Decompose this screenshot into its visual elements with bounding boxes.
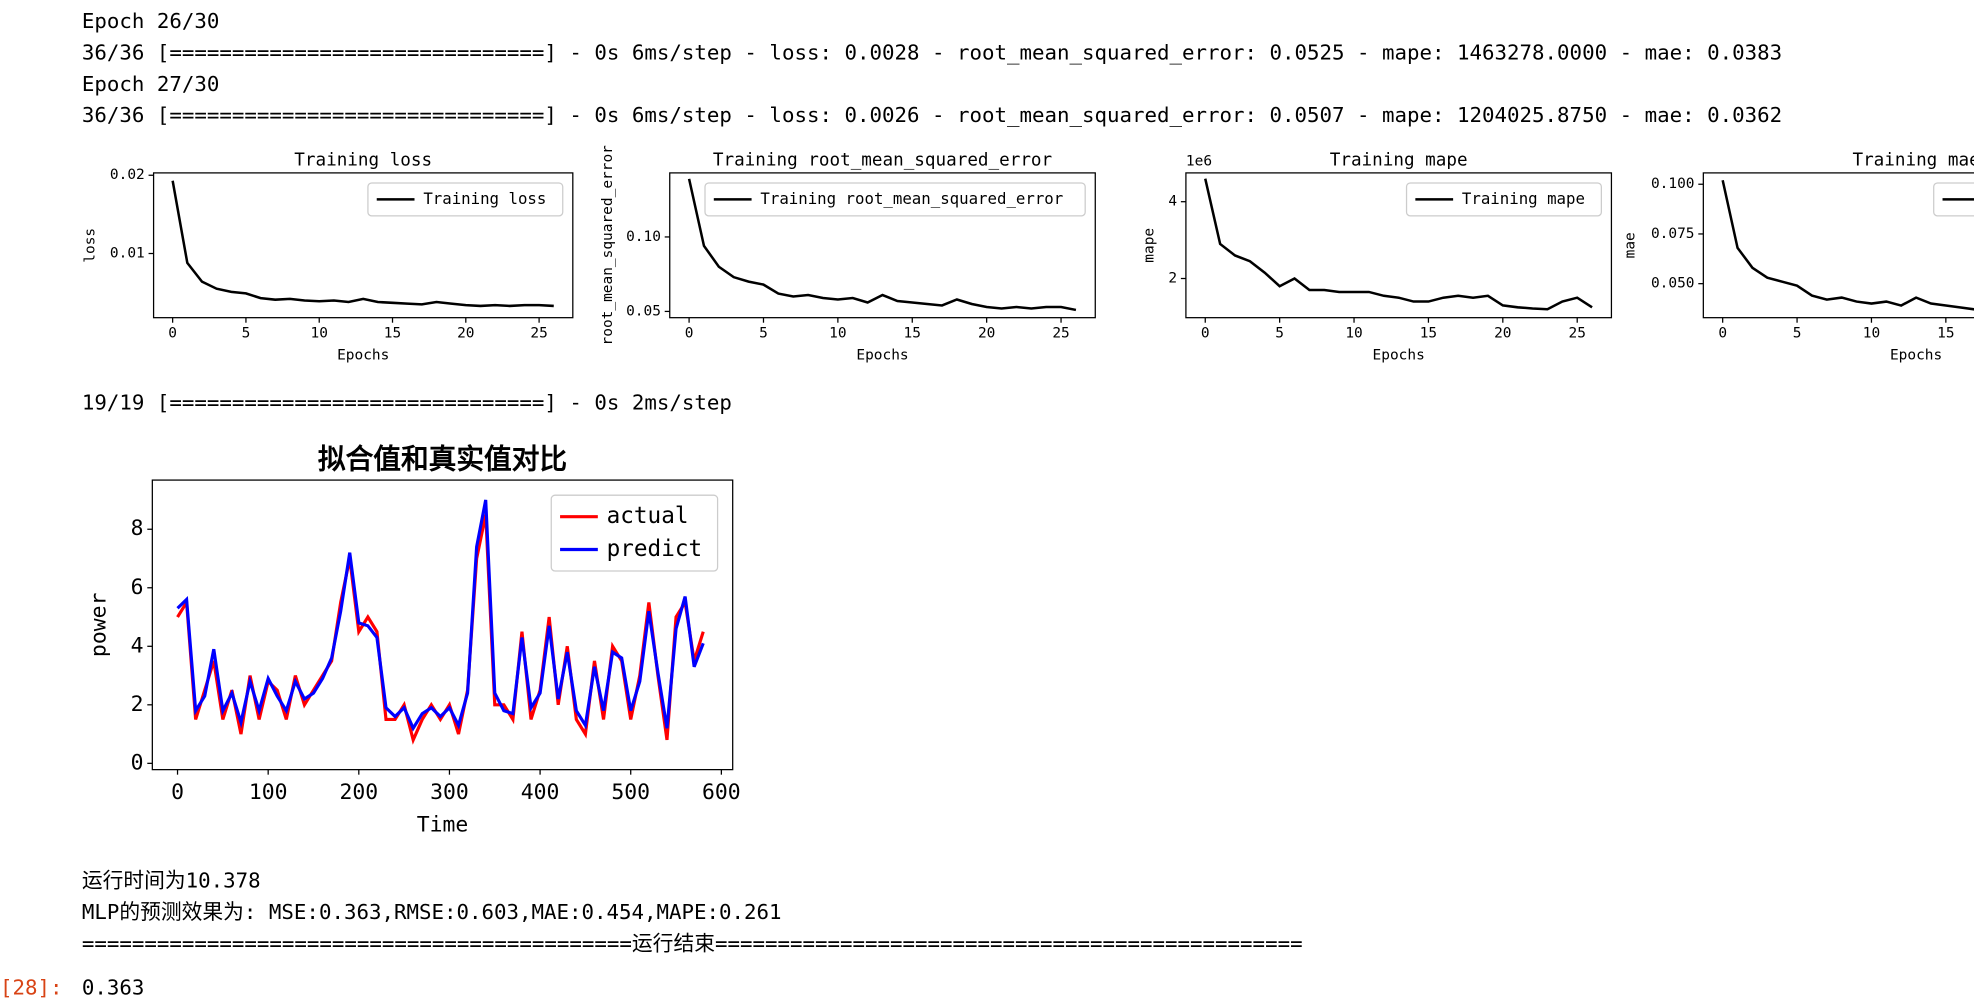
output-line: 36/36 [==============================] -… xyxy=(82,40,1782,64)
legend xyxy=(550,494,719,572)
y-axis-label: root_mean_squared_error xyxy=(600,145,616,346)
x-tick-label: 10 xyxy=(1345,326,1362,342)
x-tick-label: 15 xyxy=(384,326,401,342)
series-line xyxy=(171,180,554,308)
x-tick-label: 20 xyxy=(1494,326,1511,342)
series-line xyxy=(1721,179,1974,311)
legend-label: Training mape xyxy=(1462,189,1585,208)
chart-title: Training loss xyxy=(294,151,432,171)
x-tick-label: 15 xyxy=(1420,326,1437,342)
chart-title: Training mape xyxy=(1330,151,1468,171)
plot-frame xyxy=(669,172,1096,319)
x-axis-label: Epochs xyxy=(1373,347,1425,363)
x-tick-label: 20 xyxy=(457,326,474,342)
output-line: Epoch 26/30 xyxy=(82,9,220,33)
x-tick-label: 300 xyxy=(430,780,469,805)
series-line xyxy=(176,499,705,732)
cell-result: 0.363 xyxy=(82,976,145,1000)
x-tick-label: 10 xyxy=(1863,326,1880,342)
x-tick-label: 0 xyxy=(168,326,177,342)
y-tick-label: 4 xyxy=(1168,194,1177,210)
y-tick-label: 2 xyxy=(1168,271,1177,287)
plot-frame xyxy=(152,172,574,319)
x-tick-label: 25 xyxy=(530,326,547,342)
x-tick-label: 25 xyxy=(1052,326,1069,342)
result-line: ========================================… xyxy=(82,932,1303,956)
x-tick-label: 100 xyxy=(249,780,288,805)
x-tick-label: 20 xyxy=(978,326,995,342)
series-line xyxy=(687,178,1077,312)
plot-frame xyxy=(1702,172,1974,319)
legend-label: Training root_mean_squared_error xyxy=(760,189,1063,208)
x-tick-label: 5 xyxy=(1275,326,1284,342)
legend-label: Training loss xyxy=(423,189,546,208)
chart-title: 拟合值和真实值对比 xyxy=(318,443,567,476)
y-axis-label: mae xyxy=(1622,232,1638,258)
y-tick-label: 0.100 xyxy=(1651,176,1695,192)
y-axis-label: power xyxy=(86,593,111,658)
y-tick-label: 0.05 xyxy=(626,303,661,319)
x-tick-label: 0 xyxy=(685,326,694,342)
cell-prompt: [28]: xyxy=(0,976,63,1000)
x-tick-label: 10 xyxy=(829,326,846,342)
legend-label: actual xyxy=(607,503,689,529)
y-axis-label: mape xyxy=(1141,228,1157,263)
x-tick-label: 600 xyxy=(702,780,741,805)
legend-label: predict xyxy=(607,536,702,562)
y-tick-label: 0.10 xyxy=(626,229,661,245)
x-tick-label: 400 xyxy=(521,780,560,805)
output-line: Epoch 27/30 xyxy=(82,72,220,96)
x-tick-label: 5 xyxy=(1793,326,1802,342)
x-tick-label: 5 xyxy=(242,326,251,342)
x-tick-label: 5 xyxy=(759,326,768,342)
plot-frame xyxy=(1185,172,1613,319)
x-tick-label: 0 xyxy=(1201,326,1210,342)
x-tick-label: 0 xyxy=(171,780,184,805)
result-line: MLP的预测效果为: MSE:0.363,RMSE:0.603,MAE:0.45… xyxy=(82,900,782,924)
y-tick-label: 0.02 xyxy=(110,167,145,183)
y-tick-label: 0.050 xyxy=(1651,276,1695,292)
y-tick-label: 0.01 xyxy=(110,246,145,262)
y-tick-label: 2 xyxy=(131,692,144,717)
legend xyxy=(704,182,1086,217)
output-line: 19/19 [==============================] -… xyxy=(82,390,732,414)
y-tick-label: 6 xyxy=(131,575,144,600)
offset-label: 1e6 xyxy=(1186,153,1212,169)
x-tick-label: 15 xyxy=(1937,326,1954,342)
x-axis-label: Epochs xyxy=(856,347,908,363)
chart-title: Training root_mean_squared_error xyxy=(713,151,1052,171)
x-axis-label: Time xyxy=(417,812,469,837)
x-tick-label: 10 xyxy=(311,326,328,342)
x-tick-label: 0 xyxy=(1718,326,1727,342)
y-tick-label: 0.075 xyxy=(1651,226,1695,242)
x-tick-label: 200 xyxy=(339,780,378,805)
x-tick-label: 25 xyxy=(1568,326,1585,342)
legend xyxy=(1405,182,1602,217)
result-line: 运行时间为10.378 xyxy=(82,869,261,893)
y-tick-label: 4 xyxy=(131,633,144,658)
x-tick-label: 500 xyxy=(611,780,650,805)
y-tick-label: 0 xyxy=(131,750,144,775)
legend xyxy=(367,182,564,217)
y-tick-label: 8 xyxy=(131,516,144,541)
y-axis-label: loss xyxy=(83,228,99,263)
x-axis-label: Epochs xyxy=(1890,347,1942,363)
plot-frame xyxy=(151,479,734,771)
x-tick-label: 15 xyxy=(904,326,921,342)
x-axis-label: Epochs xyxy=(337,347,389,363)
chart-title: Training mae xyxy=(1852,151,1974,171)
series-line xyxy=(1204,178,1593,311)
output-line: 36/36 [==============================] -… xyxy=(82,103,1782,127)
